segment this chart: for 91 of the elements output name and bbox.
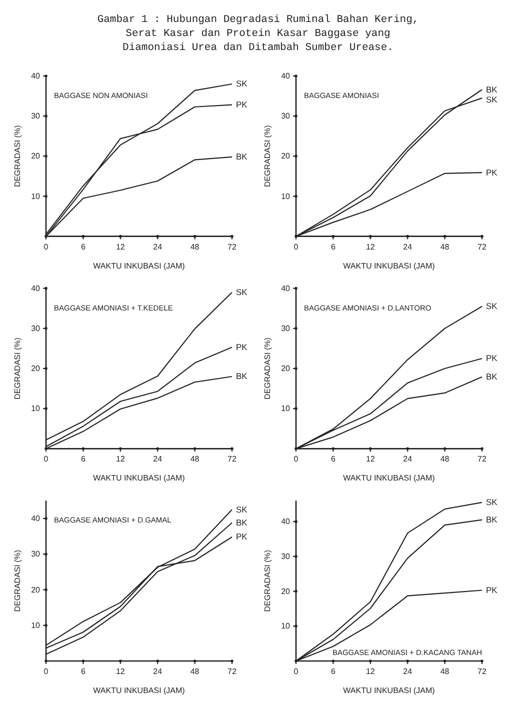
y-tick-label: 10 bbox=[31, 192, 41, 201]
x-tick-label: 0 bbox=[44, 667, 49, 676]
x-tick-label: 12 bbox=[116, 454, 126, 464]
x-tick-label: 72 bbox=[478, 242, 487, 252]
series-label: BK bbox=[486, 372, 498, 382]
series-label: PK bbox=[486, 353, 498, 364]
x-tick-label: 24 bbox=[153, 454, 163, 464]
x-tick-label: 72 bbox=[228, 454, 237, 464]
x-tick-label: 48 bbox=[440, 242, 450, 252]
y-tick-label: 20 bbox=[31, 585, 41, 594]
x-tick-label: 72 bbox=[228, 667, 237, 676]
x-tick-label: 6 bbox=[80, 667, 86, 676]
y-axis-title: DEGRADASI (%) bbox=[263, 550, 272, 612]
series-label: SK bbox=[486, 497, 498, 508]
x-tick-label: 48 bbox=[190, 667, 200, 676]
x-tick-label: 12 bbox=[366, 667, 376, 676]
x-tick-label: 6 bbox=[80, 454, 86, 464]
y-tick-label: 20 bbox=[281, 152, 291, 161]
x-tick-label: 12 bbox=[116, 242, 126, 252]
y-tick-label: 40 bbox=[31, 72, 41, 81]
x-tick-label: 72 bbox=[228, 242, 237, 252]
x-tick-label: 6 bbox=[330, 242, 336, 252]
y-tick-label: 10 bbox=[31, 620, 41, 630]
x-tick-label: 72 bbox=[478, 667, 487, 676]
series-label: BK bbox=[236, 152, 248, 162]
x-tick-label: 6 bbox=[330, 454, 336, 464]
x-tick-label: 24 bbox=[403, 242, 413, 252]
x-tick-label: 12 bbox=[116, 667, 126, 676]
y-axis-title: DEGRADASI (%) bbox=[263, 337, 272, 400]
series-label: SK bbox=[236, 287, 248, 298]
x-tick-label: 12 bbox=[366, 242, 376, 252]
y-tick-label: 40 bbox=[281, 284, 291, 293]
y-tick-label: 10 bbox=[281, 404, 291, 414]
x-tick-label: 6 bbox=[80, 242, 86, 252]
x-axis-title: WAKTU INKUBASI (JAM) bbox=[343, 686, 436, 695]
x-axis-title: WAKTU INKUBASI (JAM) bbox=[343, 261, 436, 270]
x-tick-label: 12 bbox=[366, 454, 376, 464]
series-label: BK bbox=[236, 517, 248, 528]
y-tick-label: 40 bbox=[281, 517, 291, 526]
text: Gambar 1 : Hubungan Degradasi Ruminal Bahan Kering, Serat Kasar dan Protein Kasar Baggase yang Diamoniasi Urea dan Ditambah Sumber Urease. bbox=[97, 14, 419, 54]
x-tick-label: 0 bbox=[44, 242, 49, 252]
series-label: PK bbox=[486, 584, 498, 595]
x-tick-label: 0 bbox=[294, 667, 299, 676]
y-axis-title: DEGRADASI (%) bbox=[263, 124, 272, 188]
y-tick-label: 10 bbox=[31, 404, 41, 414]
x-tick-label: 24 bbox=[403, 667, 413, 676]
y-tick-label: 30 bbox=[281, 324, 291, 333]
series-label: BK bbox=[486, 84, 498, 94]
x-tick-label: 0 bbox=[294, 242, 299, 252]
x-tick-label: 6 bbox=[330, 667, 336, 676]
y-axis-title: DEGRADASI (%) bbox=[13, 337, 22, 400]
y-tick-label: 30 bbox=[31, 550, 41, 559]
x-tick-label: 48 bbox=[440, 667, 450, 676]
y-tick-label: 30 bbox=[281, 112, 291, 121]
x-tick-label: 24 bbox=[153, 667, 163, 676]
x-tick-label: 0 bbox=[44, 454, 49, 464]
x-tick-label: 24 bbox=[403, 454, 413, 464]
series-label: BK bbox=[236, 371, 248, 382]
y-tick-label: 30 bbox=[31, 324, 41, 333]
series-label: PK bbox=[236, 100, 248, 110]
x-tick-label: 72 bbox=[478, 454, 487, 464]
y-axis-title: DEGRADASI (%) bbox=[13, 124, 22, 188]
x-tick-label: 0 bbox=[294, 454, 299, 464]
series-label: PK bbox=[236, 532, 248, 542]
y-tick-label: 40 bbox=[31, 514, 41, 524]
y-tick-label: 20 bbox=[281, 586, 291, 596]
series-label: SK bbox=[236, 504, 248, 514]
y-tick-label: 10 bbox=[281, 192, 291, 201]
y-tick-label: 30 bbox=[31, 112, 41, 121]
y-tick-label: 40 bbox=[281, 72, 291, 81]
y-tick-label: 20 bbox=[31, 152, 41, 161]
series-label: BK bbox=[486, 514, 498, 525]
y-tick-label: 10 bbox=[281, 622, 291, 631]
series-label: SK bbox=[236, 78, 248, 89]
x-tick-label: 48 bbox=[190, 242, 200, 252]
y-tick-label: 40 bbox=[31, 284, 41, 293]
x-tick-label: 48 bbox=[190, 454, 200, 464]
x-axis-title: WAKTU INKUBASI (JAM) bbox=[93, 474, 186, 483]
series-label: PK bbox=[236, 342, 248, 352]
y-tick-label: 30 bbox=[281, 552, 291, 561]
x-axis-title: WAKTU INKUBASI (JAM) bbox=[343, 474, 436, 483]
x-axis-title: WAKTU INKUBASI (JAM) bbox=[93, 686, 186, 695]
y-tick-label: 20 bbox=[31, 364, 41, 374]
series-label: PK bbox=[486, 167, 498, 178]
x-tick-label: 24 bbox=[153, 242, 163, 252]
series-label: SK bbox=[486, 301, 498, 312]
y-axis-title: DEGRADASI (%) bbox=[13, 550, 22, 612]
y-tick-label: 20 bbox=[281, 364, 291, 374]
x-axis-title: WAKTU INKUBASI (JAM) bbox=[93, 261, 186, 270]
series-label: SK bbox=[486, 94, 498, 104]
x-tick-label: 48 bbox=[440, 454, 450, 464]
